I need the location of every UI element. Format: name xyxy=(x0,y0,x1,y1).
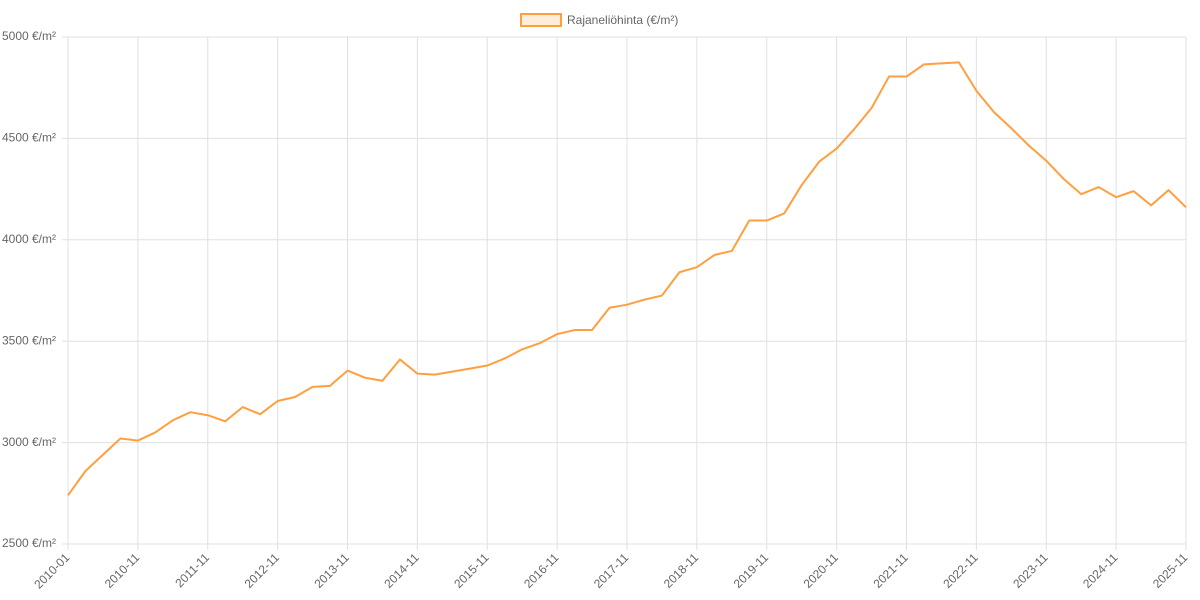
x-tick-label: 2014-11 xyxy=(381,550,422,591)
x-tick-label: 2024-11 xyxy=(1080,550,1121,591)
y-tick-label: 3500 €/m² xyxy=(2,333,56,347)
y-tick-label: 2500 €/m² xyxy=(2,536,56,550)
y-tick-label: 4000 €/m² xyxy=(2,232,56,246)
y-tick-label: 3000 €/m² xyxy=(2,435,56,449)
x-tick-label: 2015-11 xyxy=(451,550,492,591)
x-tick-label: 2023-11 xyxy=(1010,550,1051,591)
x-tick-label: 2010-01 xyxy=(31,550,72,591)
x-tick-label: 2013-11 xyxy=(311,550,352,591)
legend-swatch xyxy=(520,13,562,27)
y-tick-label: 5000 €/m² xyxy=(2,29,56,43)
x-tick-label: 2011-11 xyxy=(172,550,212,590)
x-tick-label: 2020-11 xyxy=(801,550,842,591)
data-line xyxy=(67,61,1187,496)
x-tick-label: 2021-11 xyxy=(870,550,911,591)
x-tick-label: 2025-11 xyxy=(1150,550,1191,591)
y-tick-label: 4500 €/m² xyxy=(2,131,56,145)
legend-label: Rajaneliöhinta (€/m²) xyxy=(567,13,678,27)
x-tick-label: 2022-11 xyxy=(940,550,981,591)
x-tick-label: 2010-11 xyxy=(102,550,143,591)
x-tick-label: 2017-11 xyxy=(591,550,632,591)
x-tick-label: 2016-11 xyxy=(521,550,562,591)
x-tick-label: 2019-11 xyxy=(731,550,772,591)
x-tick-label: 2012-11 xyxy=(242,550,283,591)
x-tick-label: 2018-11 xyxy=(661,550,702,591)
